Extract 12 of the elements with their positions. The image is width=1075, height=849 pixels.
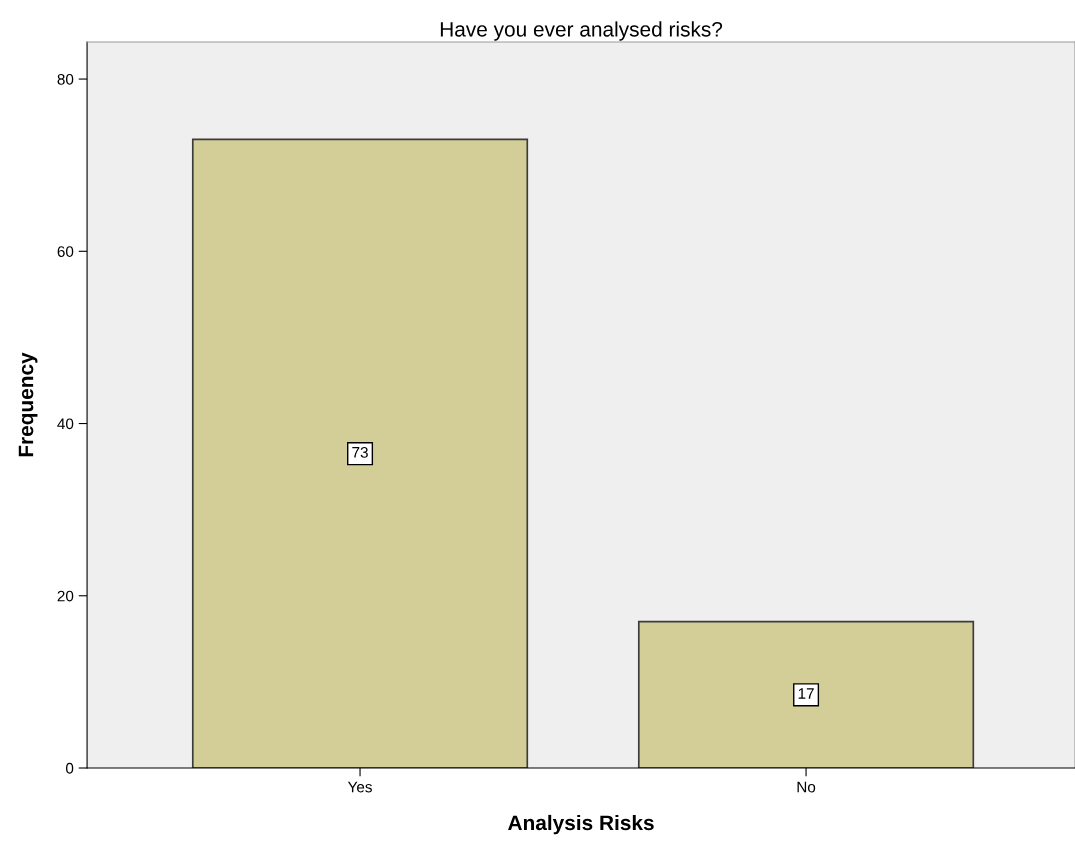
y-tick-label: 40 xyxy=(57,418,74,430)
data-label: 17 xyxy=(798,688,814,699)
x-axis-title: Analysis Risks xyxy=(508,814,654,835)
x-tick-label: No xyxy=(797,781,816,793)
y-tick-label: 0 xyxy=(65,762,74,774)
y-axis-title: Frequency xyxy=(18,352,38,457)
data-label: 73 xyxy=(352,446,368,458)
chart-title: Have you ever analysed risks? xyxy=(440,21,723,41)
y-tick-label: 20 xyxy=(57,590,74,602)
y-tick-label: 60 xyxy=(57,246,74,257)
y-tick-label: 80 xyxy=(57,73,74,85)
x-tick-label: Yes xyxy=(347,781,372,793)
